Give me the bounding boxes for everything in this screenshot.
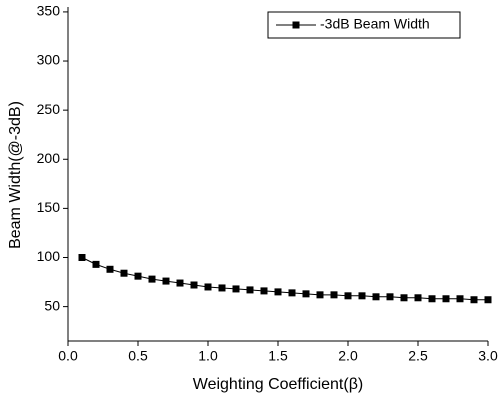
marker: [218, 284, 226, 292]
y-tick-label: 250: [37, 101, 61, 117]
x-tick-label: 3.0: [478, 348, 498, 364]
marker: [120, 269, 128, 277]
x-tick-label: 1.5: [268, 348, 288, 364]
y-tick-label: 300: [37, 52, 61, 68]
marker: [302, 290, 310, 298]
x-tick-label: 0.0: [58, 348, 78, 364]
y-tick-label: 350: [37, 3, 61, 19]
marker: [428, 295, 436, 303]
marker: [148, 275, 156, 283]
marker: [442, 295, 450, 303]
marker: [162, 277, 170, 285]
marker: [246, 286, 254, 294]
marker: [372, 293, 380, 301]
legend-label: -3dB Beam Width: [320, 16, 430, 32]
marker: [414, 294, 422, 302]
marker: [134, 272, 142, 280]
marker: [484, 296, 492, 304]
y-tick-label: 200: [37, 150, 61, 166]
marker: [274, 288, 282, 296]
marker: [358, 292, 366, 300]
x-tick-label: 1.0: [198, 348, 218, 364]
marker: [288, 289, 296, 297]
marker: [386, 293, 394, 301]
y-tick-label: 50: [44, 297, 60, 313]
x-tick-label: 2.0: [338, 348, 358, 364]
marker: [78, 254, 86, 261]
marker: [330, 291, 338, 299]
series-line: [81, 257, 488, 301]
x-axis-title: Weighting Coefficient(β): [193, 376, 363, 393]
marker: [92, 260, 100, 268]
x-tick-label: 0.5: [128, 348, 148, 364]
marker: [106, 265, 114, 273]
y-tick-label: 100: [37, 248, 61, 264]
y-axis-title: Beam Width(@-3dB): [7, 101, 24, 249]
marker: [204, 283, 212, 291]
marker: [260, 287, 268, 295]
marker: [470, 296, 478, 304]
y-tick-label: 150: [37, 199, 61, 215]
marker: [232, 285, 240, 293]
marker: [344, 292, 352, 300]
legend-marker: [292, 21, 300, 29]
marker: [316, 291, 324, 299]
marker: [456, 295, 464, 303]
x-tick-label: 2.5: [408, 348, 428, 364]
marker: [190, 281, 198, 289]
marker: [176, 279, 184, 287]
marker: [400, 294, 408, 302]
